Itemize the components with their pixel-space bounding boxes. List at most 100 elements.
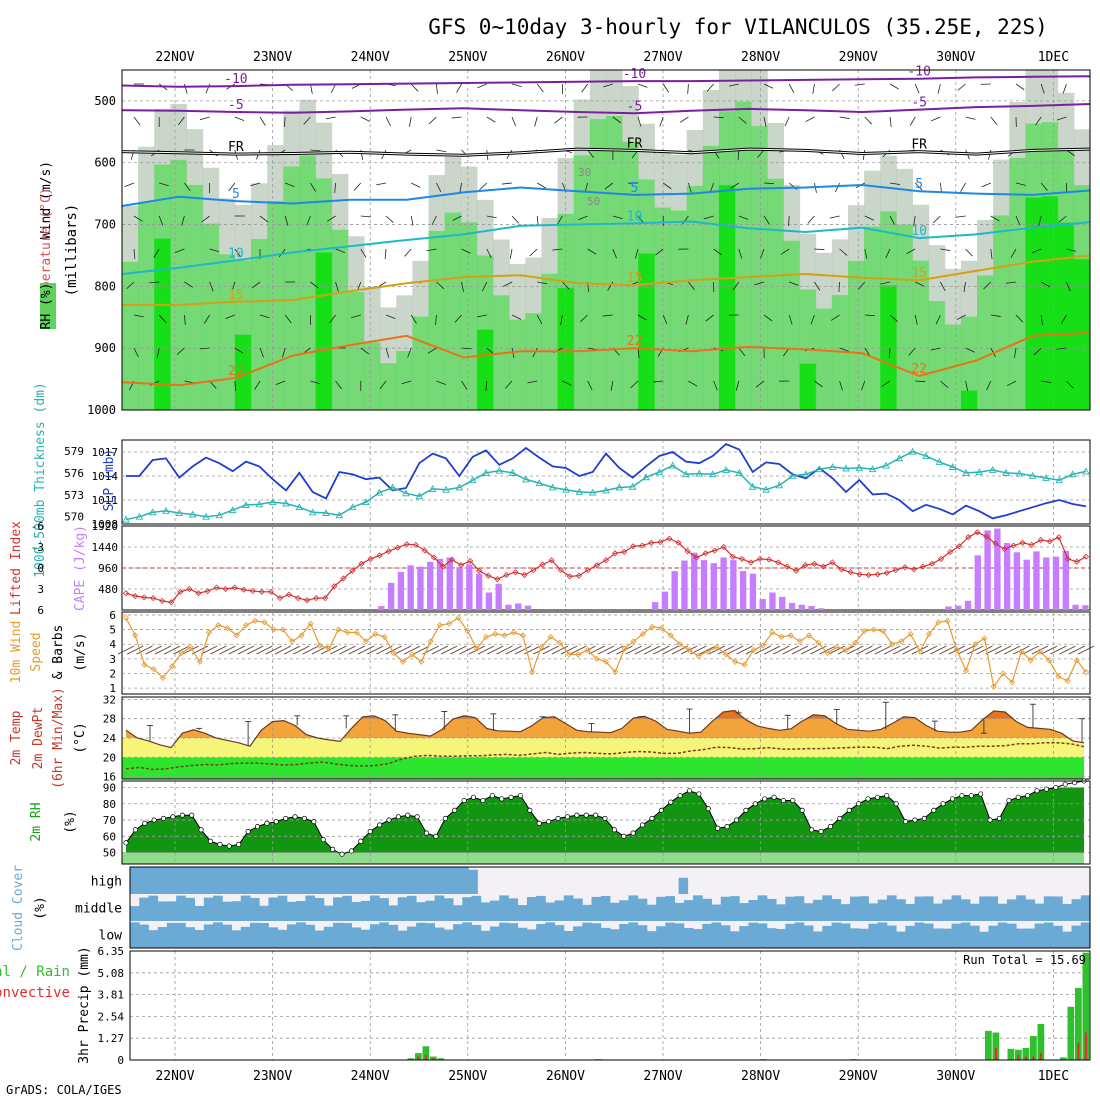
wind-barb	[360, 347, 370, 355]
cloud-cover-bar	[610, 929, 620, 948]
wind-barb	[987, 149, 992, 160]
thickness-marker	[722, 466, 730, 473]
wind-speed-marker	[427, 638, 434, 645]
thickness-marker	[695, 469, 704, 477]
wind-barb	[688, 182, 692, 193]
cloud-cover-bar	[221, 867, 231, 894]
cloud-cover-bar	[665, 922, 676, 948]
rh-tick: 90	[103, 782, 116, 795]
rh-medium-column	[557, 158, 575, 214]
cloud-cover-bar	[951, 895, 962, 921]
rh-marker	[611, 827, 617, 833]
wind-barb	[931, 116, 941, 122]
cloud-cover-bar	[342, 895, 352, 921]
wind-barb	[461, 380, 468, 390]
cloud-cover-bar	[386, 867, 396, 894]
wind-barb	[410, 314, 417, 324]
wind-barb	[200, 645, 218, 655]
wind-barb	[914, 83, 920, 94]
cloud-cover-bar	[139, 867, 149, 894]
cloud-cover-bar	[388, 924, 399, 948]
wind-barb	[527, 380, 538, 384]
wind-barb	[889, 215, 896, 226]
wind-barb	[228, 182, 236, 192]
wind-speed-marker	[122, 614, 130, 621]
cloud-cover-bar	[130, 922, 140, 948]
wind-barb	[407, 347, 412, 358]
rh-marker	[489, 793, 495, 799]
wind-barb	[857, 281, 866, 290]
cloud-cover-bar	[803, 925, 814, 948]
thickness-marker	[802, 470, 810, 478]
cloud-cover-bar	[573, 926, 583, 948]
precip-total-bar	[1022, 1047, 1030, 1060]
cloud-cover-bar	[766, 928, 777, 948]
wind-barb	[685, 314, 689, 325]
rh-medium-column	[864, 170, 881, 227]
cloud-cover-bar	[157, 901, 168, 921]
li-marker	[856, 571, 863, 578]
wind-barb	[536, 83, 544, 93]
wind-barb	[1031, 645, 1049, 655]
wind-barb	[293, 645, 310, 655]
rh-marker	[508, 794, 514, 800]
wind-barb	[502, 281, 513, 287]
rh-medium-column	[1073, 129, 1091, 185]
wind-barb	[807, 215, 815, 224]
wind-barb	[486, 248, 492, 259]
wind-speed-marker	[833, 644, 840, 651]
isotherm-label: 15	[228, 288, 244, 303]
wind-barb	[562, 380, 572, 386]
rh-moist-column	[396, 350, 413, 410]
slp-axis-label: SLP (mb)	[102, 449, 117, 512]
isotherm-label: 5	[232, 187, 240, 202]
thickness-marker	[935, 457, 944, 465]
wind-barb	[602, 314, 613, 317]
cloud-cover-bar	[240, 926, 251, 948]
wind-barb	[994, 645, 1012, 655]
cloud-cover-bar	[395, 867, 405, 894]
rh-marker	[602, 815, 608, 821]
rh-medium-column	[848, 205, 865, 261]
thickness-marker	[615, 483, 624, 491]
cloud-cover-bar	[619, 923, 629, 948]
wind-barb	[403, 645, 421, 655]
cloud-row-label: high	[91, 875, 122, 890]
thickness-marker	[188, 510, 197, 518]
wind-barb	[763, 83, 774, 89]
temp-tick: 16	[103, 771, 116, 784]
isotherm-label: -5	[911, 96, 927, 111]
cape-bar	[955, 605, 962, 610]
cloud-cover-bar	[314, 898, 325, 921]
cloud-cover-bar	[212, 867, 222, 894]
wind-barb	[184, 281, 194, 288]
wind-barb	[133, 248, 136, 259]
thickness-marker	[642, 473, 650, 481]
wind-barb	[883, 645, 901, 655]
cloud-cover-bar	[422, 867, 433, 894]
li-marker	[765, 556, 773, 563]
cloud-cover-bar	[1025, 899, 1036, 921]
bottom-date-label: 23NOV	[253, 1069, 292, 1084]
rh-marker	[686, 788, 693, 794]
rh-marker	[884, 793, 890, 799]
cloud-cover-bar	[1043, 922, 1054, 948]
cape-bar	[436, 558, 444, 610]
wind-speed-marker	[1046, 657, 1053, 664]
wind-barb	[411, 182, 421, 188]
precip-conv-bar	[1077, 1042, 1080, 1060]
wind-speed-marker	[584, 647, 591, 654]
thickness-marker	[855, 463, 864, 471]
wind-barb	[637, 116, 642, 127]
cloud-cover-bar	[397, 897, 408, 921]
rh-moist-column	[912, 260, 930, 410]
cloud-cover-bar	[286, 901, 297, 921]
cloud-cover-bar	[490, 926, 500, 948]
cloud-cover-bar	[480, 902, 491, 921]
wind-speed-marker	[1018, 648, 1025, 655]
thickness-marker	[1055, 476, 1064, 484]
wind-barb	[915, 380, 926, 383]
cape-tick: 960	[98, 562, 118, 575]
wind-barb	[913, 215, 916, 226]
thickness-marker	[922, 452, 930, 460]
